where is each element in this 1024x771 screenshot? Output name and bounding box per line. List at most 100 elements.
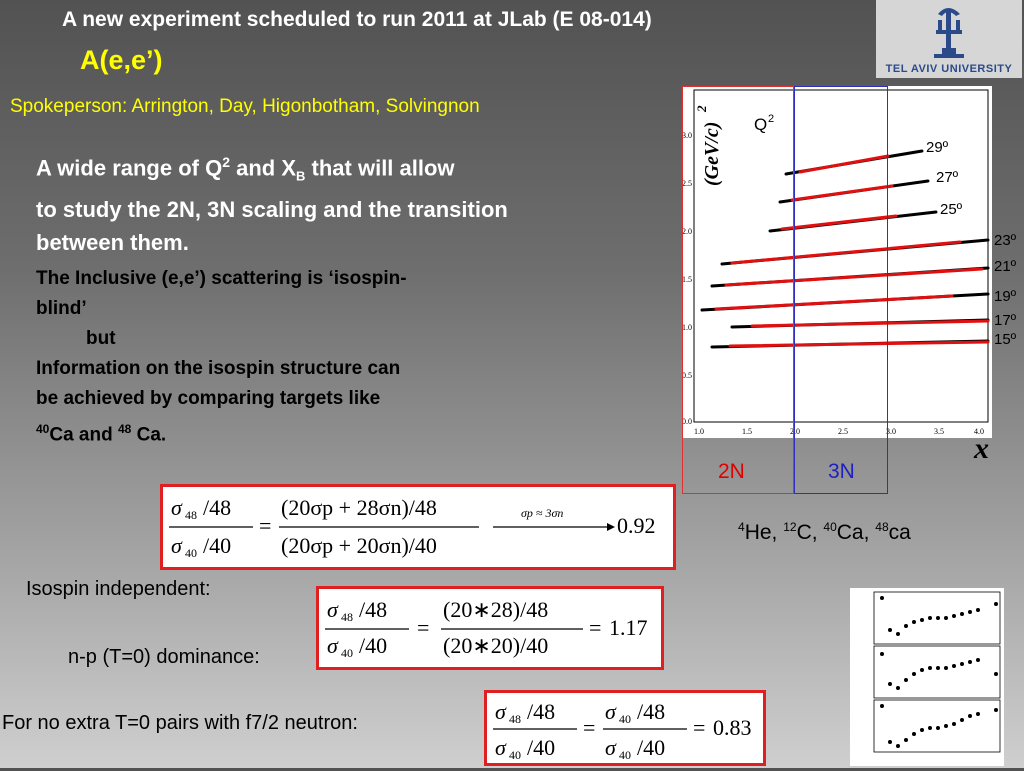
ratio-inset-svg [873, 591, 1001, 753]
formula-np-dominance: σ 48 /48 σ 40 /40 = (20∗28)/48 (20∗20)/4… [316, 586, 664, 670]
formula-no-extra-pairs-svg: σ 48 /48 σ 40 /40 = σ 40 /48 σ 40 /40 = … [493, 699, 752, 762]
svg-text:48: 48 [509, 712, 521, 726]
measured-line-17 [750, 319, 990, 328]
f2-right-num: (20∗28)/48 [443, 597, 548, 622]
formula-ratio-general: σ 48 /48 σ 40 /40 = (20σp + 28σn)/48 (20… [160, 484, 676, 570]
inset3-point [928, 726, 932, 730]
y-tick-2: 0.5 [682, 371, 692, 380]
q2-label: Q [754, 115, 767, 134]
inset3-point [888, 740, 892, 744]
q2-label-sup: 2 [768, 113, 774, 125]
region-3n-box [794, 86, 888, 494]
inset3-point [994, 708, 998, 712]
f3-left-den: /40 [527, 735, 555, 760]
inset2-point [994, 672, 998, 676]
x-tick-5: 3.0 [886, 427, 896, 436]
intro-line-3: between them. [36, 229, 189, 255]
x-tick-3: 2.0 [790, 427, 800, 436]
x-tick-6: 3.5 [934, 427, 944, 436]
isospin-line-2: blind’ [36, 298, 87, 319]
plot-frame [693, 89, 989, 423]
inset1-point [896, 632, 900, 636]
f1-result: 0.92 [617, 513, 656, 538]
svg-text:=: = [589, 615, 601, 640]
region-2n-label: 2N [718, 460, 745, 483]
measured-line-21 [724, 267, 984, 287]
inset3-point [880, 704, 884, 708]
measured-line-15 [728, 340, 990, 348]
intro-line-2: to study the 2N, 3N scaling and the tran… [36, 196, 508, 222]
spokesperson-line: Spokeperson: Arrington, Day, Higonbotham… [10, 96, 480, 117]
inset2-point [912, 672, 916, 676]
isospin-line-1: The Inclusive (e,e’) scattering is ‘isos… [36, 268, 407, 289]
y-tick-6: 2.5 [682, 179, 692, 188]
angle-label-21: 21º [994, 258, 1017, 275]
f3-result: 0.83 [713, 715, 752, 740]
inset2-point [944, 666, 948, 670]
x-tick-1: 1.0 [694, 427, 704, 436]
y-tick-1: 0.0 [682, 417, 692, 426]
inset1-point [888, 628, 892, 632]
isospin-line-6: 40Ca and 48 Ca. [36, 422, 167, 446]
kinematics-plot: 1.0 1.5 2.0 2.5 3.0 3.5 4.0 0.0 0.5 1.0 … [682, 86, 992, 438]
kinematics-plot-svg: 1.0 1.5 2.0 2.5 3.0 3.5 4.0 0.0 0.5 1.0 … [682, 89, 990, 436]
y-tick-4: 1.5 [682, 275, 692, 284]
inset1-point [936, 616, 940, 620]
svg-text:48: 48 [185, 508, 197, 522]
inset2-point [960, 662, 964, 666]
ratio-inset-plots [850, 588, 1004, 766]
f1-right-den: (20σp + 20σn)/40 [281, 533, 437, 558]
f2-left-num: /48 [359, 597, 387, 622]
svg-text:σ: σ [605, 735, 617, 760]
inset3-point [896, 744, 900, 748]
f1-arrow-label: σp ≈ 3σn [521, 506, 563, 520]
inset2-point [936, 666, 940, 670]
inset3-point [960, 718, 964, 722]
f2-left-den: /40 [359, 633, 387, 658]
inset3-point [920, 728, 924, 732]
inset1-point [994, 602, 998, 606]
measured-line-29 [798, 154, 890, 174]
svg-text:σ: σ [605, 699, 617, 724]
angle-label-15: 15º [994, 331, 1017, 348]
inset1-point [904, 624, 908, 628]
inset1-point [976, 608, 980, 612]
region-2n-box [682, 86, 794, 494]
formula-no-extra-pairs: σ 48 /48 σ 40 /40 = σ 40 /48 σ 40 /40 = … [484, 690, 766, 766]
intro-line-1: A wide range of Q2 and XB that will allo… [36, 154, 455, 184]
inset3-point [976, 712, 980, 716]
inset2-point [952, 664, 956, 668]
f3-mid-den: /40 [637, 735, 665, 760]
inset3-point [936, 726, 940, 730]
y-axis-label: (GeV/c) [701, 122, 723, 186]
region-3n-label: 3N [828, 460, 855, 483]
svg-text:=: = [693, 715, 705, 740]
no-extra-label: For no extra T=0 pairs with f7/2 neutron… [2, 712, 358, 734]
np-dominance-label: n-p (T=0) dominance: [68, 646, 260, 668]
x-tick-4: 2.5 [838, 427, 848, 436]
angle-label-25: 25º [940, 201, 963, 218]
inset1-point [928, 616, 932, 620]
inset2-point [928, 666, 932, 670]
f3-mid-num: /48 [637, 699, 665, 724]
y-tick-7: 3.0 [682, 131, 692, 140]
angle-label-27: 27º [936, 169, 959, 186]
inset3-point [904, 738, 908, 742]
svg-text:σ: σ [495, 735, 507, 760]
measured-line-25 [780, 214, 898, 231]
svg-text:=: = [417, 615, 429, 640]
isospin-independent-label: Isospin independent: [26, 578, 211, 600]
svg-text:σ: σ [327, 597, 339, 622]
x-tick-7: 4.0 [974, 427, 984, 436]
logo-text: TEL AVIV UNIVERSITY [885, 63, 1013, 75]
f3-left-num: /48 [527, 699, 555, 724]
inset3-point [968, 714, 972, 718]
svg-text:40: 40 [185, 546, 197, 560]
f1-right-num: (20σp + 28σn)/48 [281, 495, 437, 520]
inset1-point [880, 596, 884, 600]
svg-text:σ: σ [171, 495, 183, 520]
svg-text:40: 40 [619, 748, 631, 762]
inset1-point [968, 610, 972, 614]
svg-text:48: 48 [341, 610, 353, 624]
university-logo: TEL AVIV UNIVERSITY [876, 0, 1022, 78]
